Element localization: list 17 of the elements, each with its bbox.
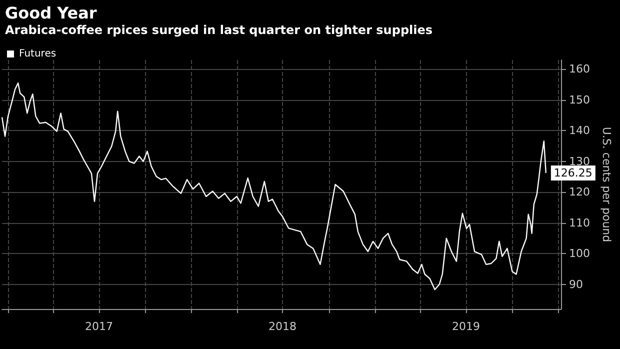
chart-subtitle: Arabica-coffee rpices surged in last quarter on tighter supplies: [5, 23, 433, 37]
x-tick-label: 2019: [452, 320, 480, 333]
y-tick-label: 130: [569, 154, 590, 168]
chart-title: Good Year: [5, 4, 97, 22]
y-tick-label: 150: [569, 93, 590, 106]
y-tick-label: 140: [569, 124, 590, 138]
y-tick-label: 90: [569, 278, 583, 291]
line-series: [1, 82, 547, 290]
y-tick-label: 160: [569, 62, 590, 76]
y-axis-title: U.S. cents per pound: [600, 126, 613, 242]
y-tick-label: 120: [569, 186, 590, 199]
data-label: 126.25: [554, 166, 592, 180]
x-tick-label: 2018: [268, 320, 297, 333]
y-tick-label: 100: [569, 247, 590, 260]
y-tick-label: 110: [569, 216, 590, 230]
x-tick-label: 2017: [85, 320, 114, 333]
legend-label: Futures: [19, 48, 56, 60]
